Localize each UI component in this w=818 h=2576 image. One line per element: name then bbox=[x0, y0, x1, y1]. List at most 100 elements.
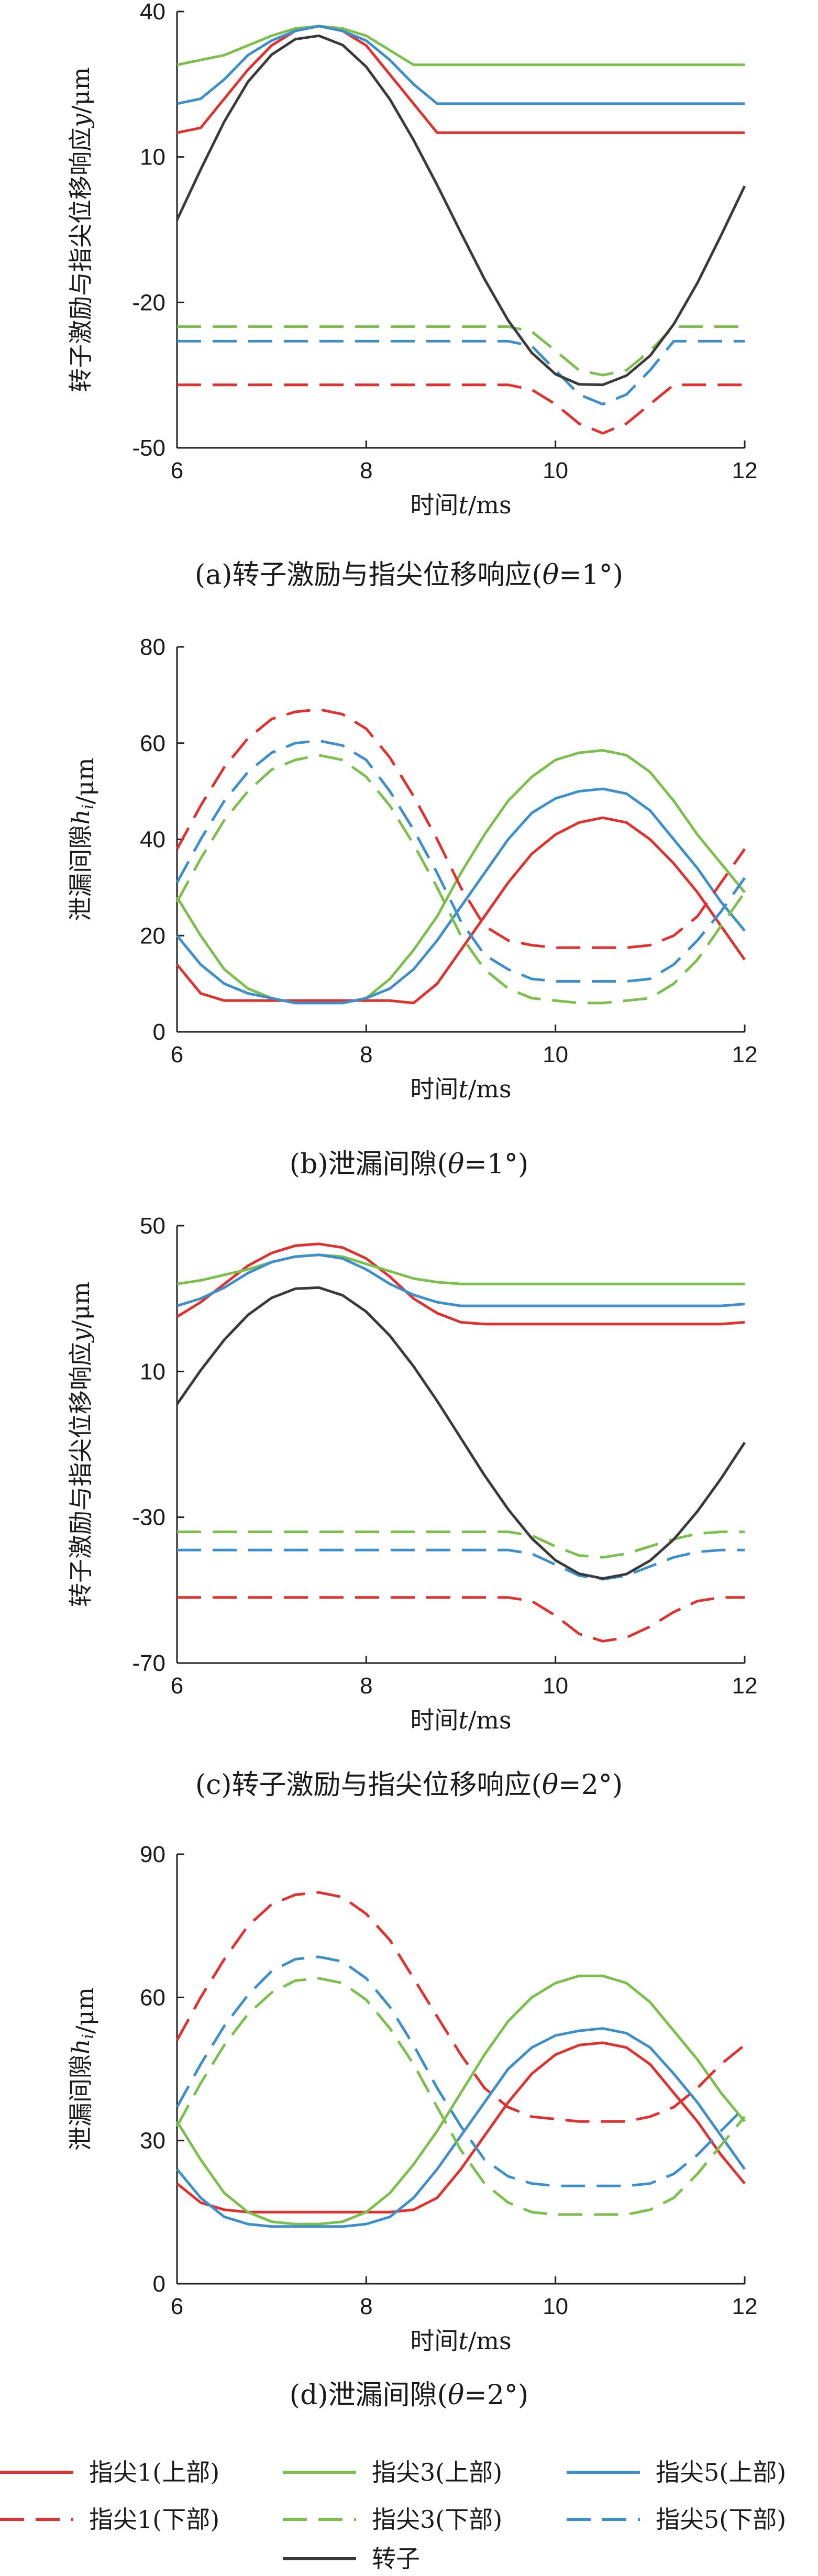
text-run: /μm bbox=[71, 1987, 99, 2034]
series-line bbox=[175, 1977, 746, 2216]
x-tick-label: 10 bbox=[543, 2294, 568, 2319]
text-italic: θ bbox=[542, 1769, 558, 1801]
series-line bbox=[177, 1531, 745, 1559]
legend-item: 指尖5(下部) bbox=[567, 2505, 786, 2534]
y-tick-label: -30 bbox=[132, 1505, 165, 1531]
x-axis-label: 时间t/ms bbox=[410, 1075, 511, 1103]
chart-panel-b: 6 8 10 12 0 20 40 60 80 时间t/ms 泄漏间隙hi/μm (b)泄漏间隙(θ=… bbox=[67, 634, 757, 1180]
series-line bbox=[177, 325, 745, 377]
y-tick-label: 50 bbox=[140, 1213, 165, 1239]
text-subscript: i bbox=[79, 804, 97, 809]
series-line bbox=[177, 1596, 745, 1643]
x-tick-label: 8 bbox=[360, 458, 372, 483]
text-run: 时间 bbox=[410, 2327, 458, 2355]
y-tick-label: 0 bbox=[153, 1019, 165, 1045]
text-run: =2°) bbox=[558, 1769, 623, 1801]
series-line bbox=[176, 1253, 745, 1307]
legend-item: 指尖3(下部) bbox=[283, 2505, 502, 2534]
text-run: /ms bbox=[468, 491, 512, 519]
x-tick-label: 6 bbox=[171, 1042, 183, 1067]
text-italic: h bbox=[67, 2039, 95, 2054]
x-tick-label: 12 bbox=[732, 458, 758, 483]
legend-label: 指尖5(下部) bbox=[656, 2505, 786, 2534]
x-tick-label: 12 bbox=[732, 1042, 758, 1067]
text-run: /μm bbox=[67, 1282, 95, 1328]
series-line bbox=[176, 25, 745, 134]
x-tick-label: 6 bbox=[171, 2294, 183, 2319]
y-tick-label: 40 bbox=[140, 0, 165, 25]
y-tick-label: 40 bbox=[140, 827, 165, 853]
chart-panel-c: 6 8 10 12 -70 -30 10 50 时间t/ms 转子激励与指尖位移响应y/μm (c)… bbox=[67, 1213, 757, 1801]
text-run: 时间 bbox=[410, 1706, 458, 1734]
text-run: /ms bbox=[468, 2327, 512, 2355]
series-line bbox=[175, 754, 746, 1005]
series-line bbox=[177, 1548, 745, 1581]
x-tick-label: 10 bbox=[543, 1042, 568, 1067]
text-italic: t bbox=[458, 491, 468, 519]
text-run: /ms bbox=[468, 1706, 512, 1734]
x-tick-label: 6 bbox=[171, 458, 183, 483]
y-tick-label: 10 bbox=[140, 1359, 165, 1384]
x-axis-label: 时间t/ms bbox=[410, 2327, 511, 2355]
panel-caption: (d)泄漏间隙(θ=2°) bbox=[290, 2380, 528, 2411]
text-run: =1°) bbox=[559, 559, 623, 591]
text-run: 转子激励与指尖位移响应 bbox=[67, 1342, 95, 1607]
legend-item: 转子 bbox=[283, 2545, 420, 2573]
text-italic: t bbox=[458, 1706, 468, 1734]
chart-panel-d: 6 8 10 12 0 30 60 90 时间t/ms 泄漏间隙hi/μm (d)泄漏间隙(θ=2°… bbox=[67, 1842, 757, 2411]
text-run: (b)泄漏间隙( bbox=[290, 1149, 448, 1180]
y-tick-label: 10 bbox=[140, 145, 165, 170]
series-line bbox=[175, 749, 746, 1005]
legend-label: 指尖3(下部) bbox=[372, 2505, 502, 2534]
text-run: =1°) bbox=[464, 1149, 528, 1180]
x-tick-label: 10 bbox=[543, 458, 568, 483]
x-axis-label: 时间t/ms bbox=[410, 1706, 511, 1734]
text-run: 时间 bbox=[410, 491, 458, 519]
y-tick-label: -70 bbox=[132, 1650, 165, 1676]
series-line bbox=[175, 1955, 746, 2187]
y-tick-label: 60 bbox=[140, 1985, 165, 2010]
legend-label: 指尖5(上部) bbox=[656, 2458, 786, 2486]
text-run: 泄漏间隙 bbox=[67, 2054, 95, 2151]
x-axis-label: 时间t/ms bbox=[410, 491, 511, 519]
y-axis-label: 泄漏间隙hi/μm bbox=[67, 1987, 99, 2151]
y-tick-label: -50 bbox=[132, 435, 165, 461]
series-line bbox=[176, 25, 745, 105]
x-tick-label: 12 bbox=[732, 2294, 758, 2319]
x-tick-label: 12 bbox=[732, 1673, 758, 1699]
series-line bbox=[175, 739, 746, 983]
x-tick-label: 8 bbox=[360, 2294, 372, 2319]
legend-item: 指尖3(上部) bbox=[283, 2458, 502, 2486]
text-italic: h bbox=[67, 809, 95, 825]
legend: 指尖1(上部) 指尖3(上部) 指尖5(上部) 指尖1(下部) 指尖3(下部) 指尖5(下… bbox=[0, 2458, 786, 2573]
series-line bbox=[175, 1974, 746, 2226]
series-line bbox=[175, 1891, 746, 2123]
x-tick-label: 10 bbox=[543, 1673, 568, 1699]
y-tick-label: 60 bbox=[140, 731, 165, 756]
text-italic: θ bbox=[448, 1149, 464, 1180]
text-italic: y bbox=[67, 1328, 95, 1343]
panel-caption: (b)泄漏间隙(θ=1°) bbox=[290, 1149, 528, 1180]
y-axis-label: 泄漏间隙hi/μm bbox=[67, 757, 99, 921]
series-line bbox=[176, 2027, 746, 2228]
y-tick-label: 80 bbox=[140, 634, 165, 660]
series-line bbox=[176, 816, 746, 1005]
text-run: =2°) bbox=[464, 2380, 528, 2411]
series-line bbox=[175, 34, 746, 387]
text-run: 泄漏间隙 bbox=[67, 825, 95, 921]
text-run: /μm bbox=[67, 67, 95, 114]
text-run: (d)泄漏间隙( bbox=[290, 2380, 448, 2411]
series-line bbox=[175, 708, 746, 949]
y-tick-label: 90 bbox=[140, 1842, 165, 1867]
series-line bbox=[176, 25, 745, 67]
y-axis-label: 转子激励与指尖位移响应y/μm bbox=[67, 67, 95, 392]
text-run: /ms bbox=[468, 1075, 512, 1103]
x-tick-label: 8 bbox=[360, 1042, 372, 1067]
text-run: 时间 bbox=[410, 1075, 458, 1103]
series-line bbox=[177, 383, 745, 435]
text-subscript: i bbox=[79, 2034, 97, 2039]
panel-caption: (a)转子激励与指尖位移响应(θ=1°) bbox=[195, 559, 623, 591]
legend-item: 指尖1(下部) bbox=[0, 2505, 219, 2534]
y-tick-label: 0 bbox=[153, 2271, 165, 2297]
